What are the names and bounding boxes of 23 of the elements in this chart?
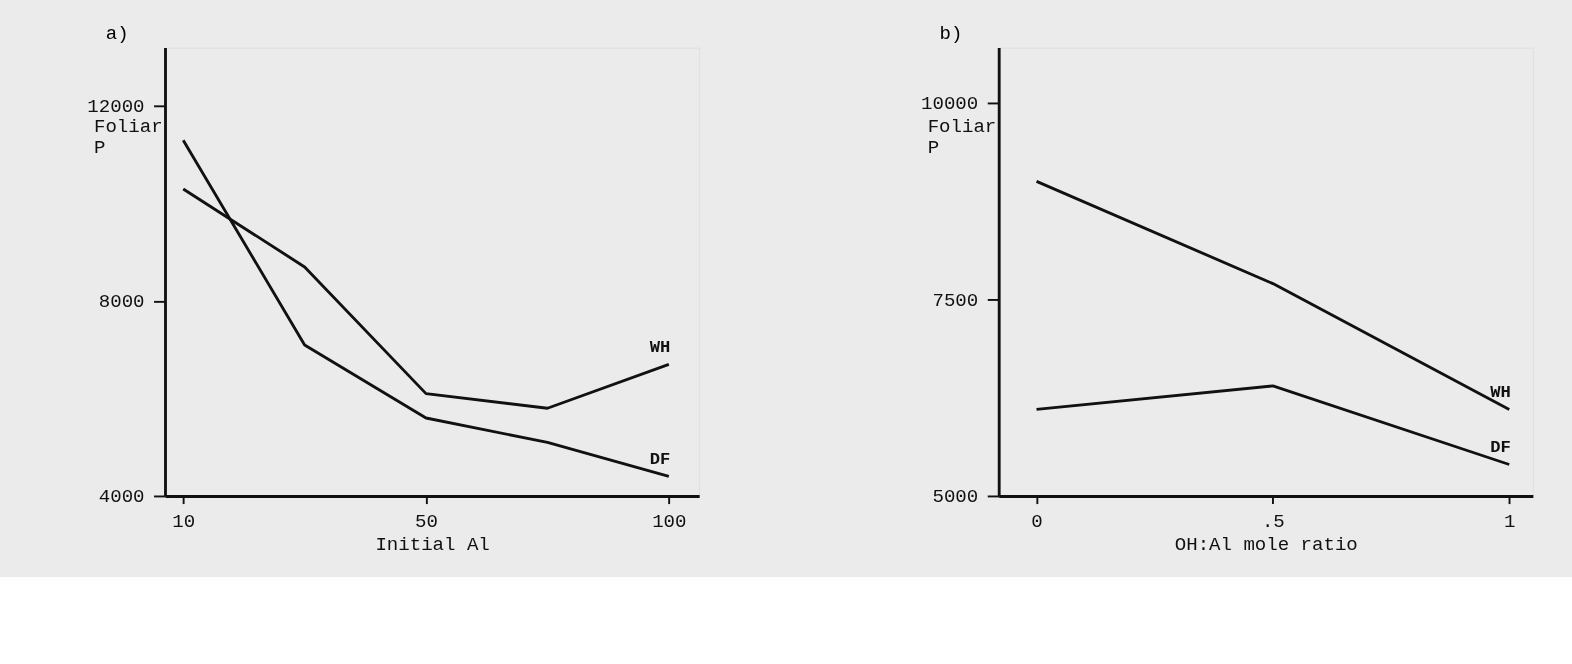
chart-title: a) bbox=[105, 23, 129, 46]
line-series bbox=[181, 138, 671, 478]
x-tick-label: .5 bbox=[1261, 510, 1285, 533]
y-tick-label: 10000 bbox=[921, 92, 979, 115]
x-axis-title: Initial Al bbox=[375, 533, 490, 556]
series-label: WH bbox=[649, 338, 671, 357]
chart-title: b) bbox=[939, 23, 963, 46]
y-tick-label: 8000 bbox=[98, 291, 145, 314]
x-tick-label: 100 bbox=[652, 510, 687, 533]
series-label: DF bbox=[649, 450, 671, 470]
y-tick-label: 4000 bbox=[98, 486, 145, 509]
series-label: DF bbox=[1490, 438, 1511, 458]
series-label: WH bbox=[1490, 383, 1511, 403]
y-tick-label: 5000 bbox=[932, 486, 979, 509]
x-tick-label: 10 bbox=[172, 510, 196, 533]
x-axis-title: OH:Al mole ratio bbox=[1174, 533, 1358, 556]
y-tick-label: 7500 bbox=[932, 289, 979, 312]
x-tick-label: 1 bbox=[1504, 510, 1516, 533]
x-tick-label: 0 bbox=[1031, 510, 1043, 533]
y-axis-title: Foliar P bbox=[927, 116, 997, 160]
x-tick-label: 50 bbox=[415, 510, 438, 533]
y-axis-title: Foliar P bbox=[93, 116, 163, 160]
y-tick-label: 12000 bbox=[87, 96, 145, 119]
